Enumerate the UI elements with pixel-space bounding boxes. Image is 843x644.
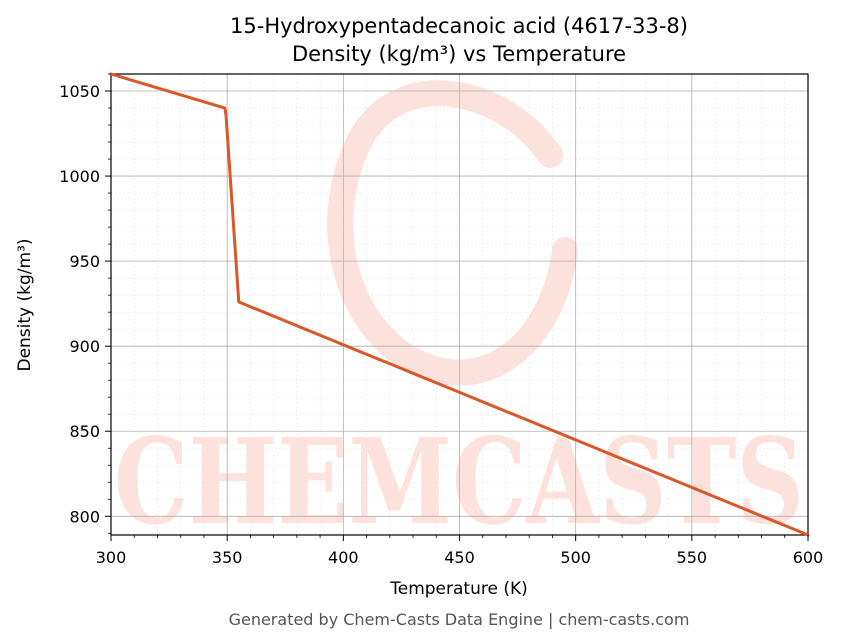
- y-axis-label: Density (kg/m³): [15, 238, 35, 371]
- x-tick-label: 450: [444, 548, 475, 567]
- y-tick-label: 900: [69, 337, 100, 356]
- x-axis: 300 350 400 450 500 550 600: [96, 535, 824, 567]
- y-tick-label: 1050: [59, 82, 100, 101]
- series-layer: [109, 72, 810, 537]
- x-tick-label: 500: [560, 548, 591, 567]
- watermark: CHEMCASTS: [114, 80, 804, 551]
- y-tick-label: 800: [69, 507, 100, 526]
- x-tick-label: 400: [328, 548, 359, 567]
- y-tick-label: 850: [69, 422, 100, 441]
- chart-title: 15-Hydroxypentadecanoic acid (4617-33-8): [230, 14, 688, 38]
- y-tick-label: 1000: [59, 167, 100, 186]
- x-tick-label: 350: [212, 548, 243, 567]
- x-tick-label: 300: [96, 548, 127, 567]
- x-axis-label: Temperature (K): [389, 579, 528, 599]
- footer-credit: Generated by Chem-Casts Data Engine | ch…: [229, 610, 690, 629]
- chart-subtitle: Density (kg/m³) vs Temperature: [292, 42, 626, 66]
- y-tick-label: 950: [69, 252, 100, 271]
- watermark-logo-ring: [327, 80, 578, 386]
- y-axis: 800 850 900 950 1000 1050: [59, 73, 111, 534]
- x-tick-label: 600: [793, 548, 824, 567]
- watermark-text: CHEMCASTS: [114, 412, 804, 551]
- density-series-line: [109, 72, 810, 537]
- x-tick-label: 550: [677, 548, 708, 567]
